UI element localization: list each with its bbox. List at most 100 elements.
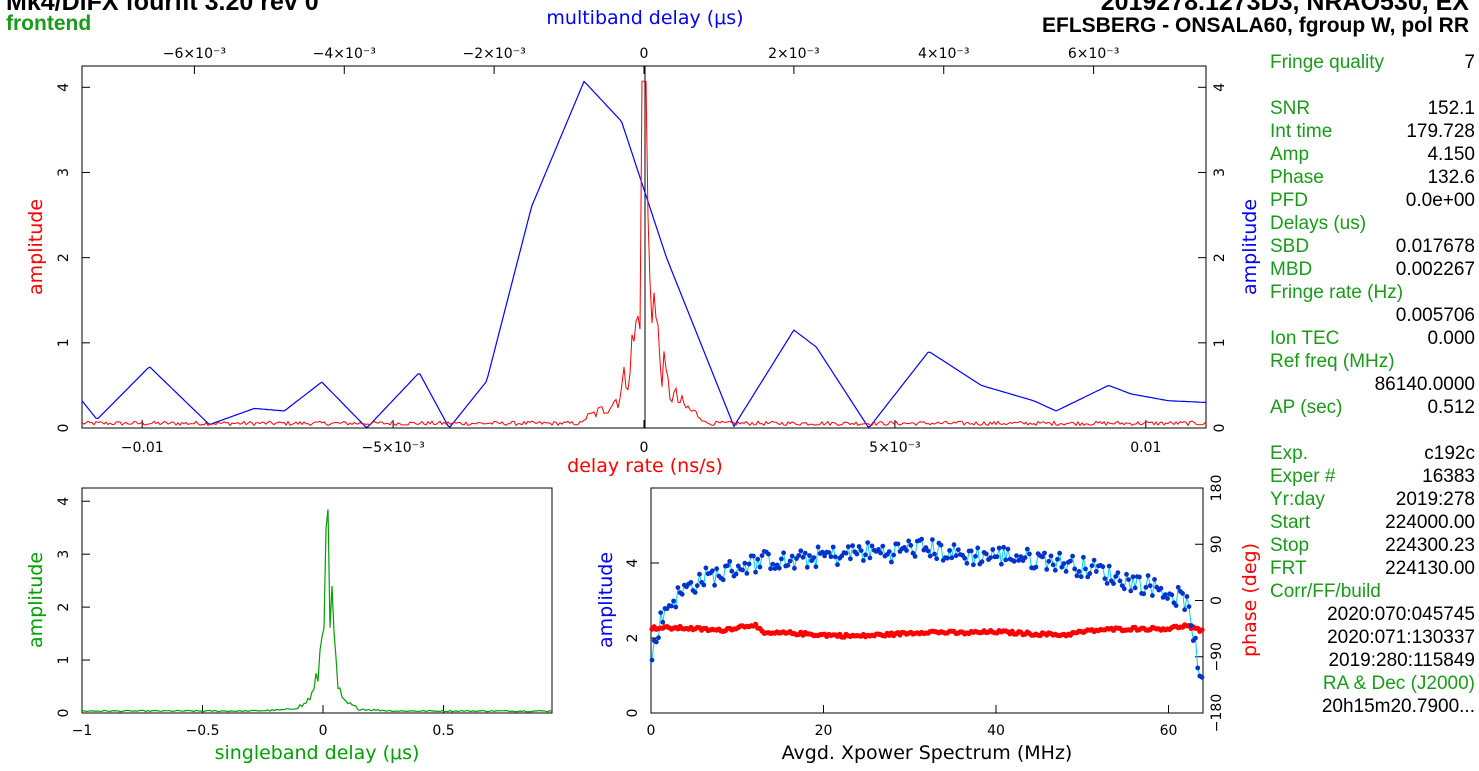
amplitude-point [1173,603,1179,608]
amplitude-point [701,582,707,588]
amplitude-point [1193,635,1198,641]
y-tick-label: 4 [625,558,641,567]
plot-title-right: 2019278.1273D3, NRAO530, EX [1100,0,1469,16]
amplitude-point [912,554,918,559]
amplitude-point [1087,571,1093,576]
multiband-delay-series [81,80,1206,428]
y-tick-label: 1 [56,338,72,347]
ref-freq-label: Ref freq (MHz) [1270,351,1395,372]
amplitude-point [1046,558,1052,564]
fringe-rate-header: Fringe rate (Hz) [1270,282,1475,304]
y-tick-label: 90 [1209,535,1225,553]
amplitude-point [996,545,1002,551]
amplitude-point [1124,571,1129,577]
amplitude-point [889,559,894,565]
corr-value-1: 2020:070:045745 [1327,604,1475,625]
amplitude-point [815,544,821,550]
singleband-delay-series [81,509,553,713]
y-tick-label: 2 [1212,253,1228,262]
amplitude-point [1048,553,1054,559]
amplitude-point [832,554,838,560]
amplitude-point [979,559,985,565]
x-tick-label: −0.01 [121,440,164,456]
amplitude-point [1165,596,1170,601]
amplitude-point [1044,567,1050,572]
amplitude-point [869,543,875,549]
amplitude-point [770,561,776,567]
amplitude-point [1070,553,1075,559]
amplitude-point [919,536,924,542]
amplitude-point [1014,553,1019,558]
spectrum-phase-label: phase (deg) [1239,543,1261,657]
amplitude-point [1147,583,1153,589]
amplitude-point [895,541,901,547]
amplitude-point [779,556,784,562]
fringe-quality-value: 7 [1464,52,1475,73]
amplitude-point [822,553,827,559]
amplitude-point [1182,607,1188,613]
amplitude-point [1078,574,1084,580]
sbd-label: SBD [1270,236,1310,257]
amplitude-point [1188,623,1194,628]
amplitude-point [712,582,717,588]
amplitude-point [1100,564,1106,570]
ref-freq-row: 86140.0000 [1270,374,1475,396]
phase-label: Phase [1270,167,1324,188]
amplitude-point [1001,544,1006,550]
amplitude-point [746,561,752,567]
amplitude-point [675,585,681,590]
ion-tec-row: Ion TEC 0.000 [1270,328,1475,350]
y-tick-label: 180 [1209,475,1225,502]
amplitude-point [694,583,700,588]
amplitude-point [785,562,791,568]
amplitude-point [953,553,959,559]
delays-header: Delays (us) [1270,213,1475,235]
amplitude-point [813,564,819,570]
amplitude-point [990,547,996,552]
corr-value-2: 2020:071:130337 [1327,627,1475,648]
amplitude-point [772,566,778,571]
amplitude-point [1091,557,1097,563]
radec-label: RA & Dec (J2000) [1322,673,1475,694]
amplitude-connector-line [651,538,1203,678]
amplitude-point [1072,566,1078,572]
x-tick-label: 5×10⁻³ [869,440,920,456]
amplitude-point [787,558,793,564]
x-tick-label: 6×10⁻³ [1068,46,1119,62]
amplitude-point [854,551,860,557]
amplitude-point [1141,591,1147,597]
fringe-rate-label: Fringe rate (Hz) [1270,282,1404,303]
fringe-quality-label: Fringe quality [1270,52,1385,73]
amplitude-point [649,657,655,663]
amplitude-point [930,537,935,542]
amplitude-point [1143,584,1149,590]
mbd-label: MBD [1270,259,1313,280]
y-tick-label: 2 [625,634,641,643]
amplitude-point [1199,674,1205,680]
y-tick-label: 3 [56,550,72,559]
x-tick-label: −1 [72,723,93,739]
amplitude-point [697,571,702,577]
delay-plot-frame [81,65,1207,429]
stop-label: Stop [1270,535,1310,556]
amplitude-point [733,571,739,577]
amplitude-point [1081,554,1086,560]
amplitude-point [653,639,659,645]
amplitude-point [660,619,666,625]
amplitude-point [850,543,855,548]
amplitude-point [1052,567,1058,573]
amplitude-point [1137,574,1142,580]
amplitude-point [856,544,862,549]
pfd-value: 0.0e+00 [1405,190,1475,211]
phase-row: Phase 132.6 [1270,167,1475,189]
y-tick-label: 0 [1212,424,1228,433]
radec-value: 20h15m20.7900... [1321,696,1475,717]
spectrum-axis-label: Avgd. Xpower Spectrum (MHz) [782,742,1073,764]
amplitude-point [1050,562,1056,568]
amplitude-point [949,555,955,561]
pfd-row: PFD 0.0e+00 [1270,190,1475,212]
amplitude-point [973,553,978,559]
amplitude-point [692,590,698,595]
corr-value-3: 2019:280:115849 [1328,650,1475,671]
y-tick-label: 0 [1209,596,1225,605]
